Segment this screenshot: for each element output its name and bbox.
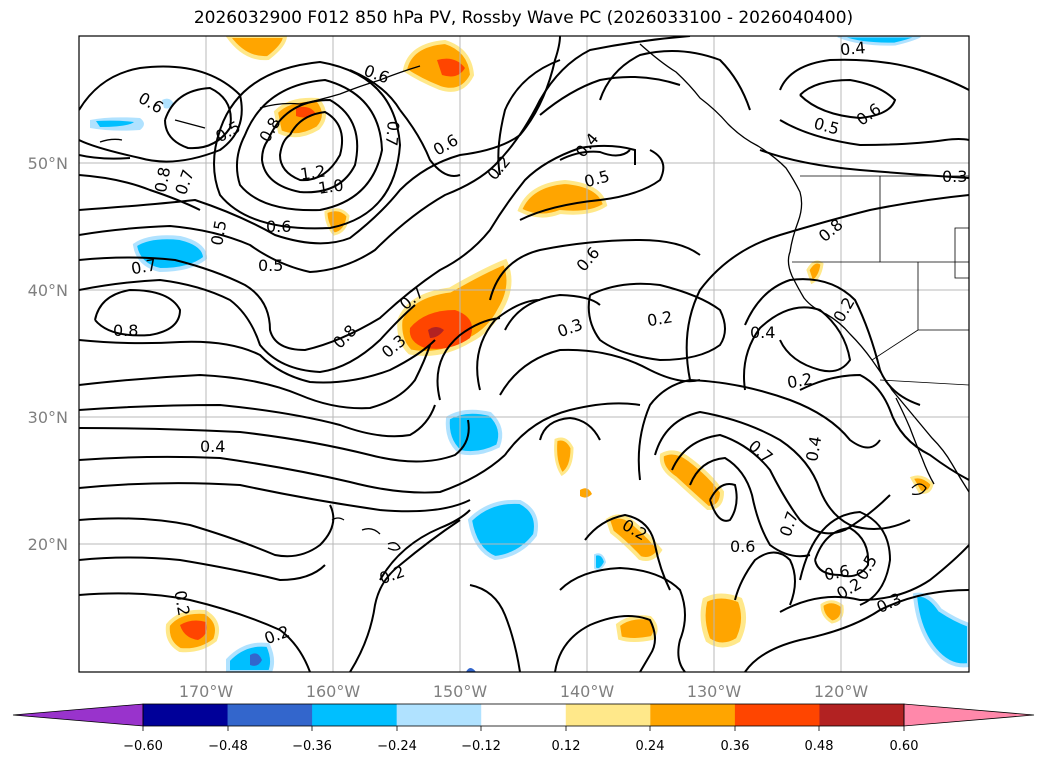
contour-label: 0.4	[839, 38, 866, 59]
lat-label: 40°N	[28, 281, 68, 300]
lon-label: 150°W	[433, 682, 488, 701]
colorbar-tick-labels: −0.60 −0.48 −0.36 −0.24 −0.12 0.12 0.24 …	[123, 739, 918, 754]
coastlines	[99, 43, 969, 551]
state-borders	[792, 175, 969, 386]
map-area: 0.6 0.5 0.8 0.6 0.7 0.8 0.7 1.2 1.0 0.6 …	[79, 36, 969, 672]
contour-label: 0.8	[151, 166, 174, 194]
colorbar-tick-label: 0.60	[890, 739, 919, 754]
contour-label: 0.5	[258, 256, 283, 275]
colorbar-tick-label: −0.36	[292, 739, 332, 754]
lon-label: 160°W	[306, 682, 361, 701]
colorbar-segment	[396, 704, 482, 726]
colorbar-segment	[481, 704, 567, 726]
colorbar-segment	[565, 704, 651, 726]
colorbar-segment	[312, 704, 398, 726]
colorbar-segment	[650, 704, 736, 726]
colorbar-tick-label: 0.12	[552, 739, 581, 754]
contour-label: 1.2	[299, 161, 327, 183]
colorbar-tick-label: −0.60	[123, 739, 163, 754]
colorbar-segment	[143, 704, 229, 726]
lat-label: 30°N	[28, 408, 68, 427]
contour-label: 0.4	[802, 435, 825, 463]
graticule	[79, 36, 969, 672]
colorbar-segments	[13, 704, 1034, 726]
contour-label: 0.2	[170, 589, 193, 617]
colorbar-frame	[142, 703, 905, 727]
colorbar-tick-label: −0.24	[377, 739, 417, 754]
contour-label: 1.0	[317, 175, 345, 197]
colorbar-segment	[819, 704, 905, 726]
colorbar-segment	[734, 704, 820, 726]
colorbar-extension-max	[904, 704, 1034, 726]
lon-label: 140°W	[560, 682, 615, 701]
contour-label: 0.7	[382, 120, 403, 147]
colorbar-tick-label: −0.12	[461, 739, 501, 754]
lat-label: 50°N	[28, 154, 68, 173]
pv-contours	[79, 36, 969, 672]
map-title: 2026032900 F012 850 hPa PV, Rossby Wave …	[193, 8, 854, 28]
contour-label: 0.2	[646, 307, 674, 330]
contour-label: 0.3	[942, 167, 967, 186]
colorbar-ticks	[142, 726, 905, 731]
contour-label: 0.4	[200, 437, 225, 456]
colorbar-tick-label: 0.24	[636, 739, 665, 754]
longitude-labels: 170°W 160°W 150°W 140°W 130°W 120°W	[179, 682, 869, 701]
colorbar-tick-label: 0.36	[721, 739, 750, 754]
contour-label: 0.7	[130, 255, 158, 278]
map-frame	[78, 35, 970, 673]
contour-label: 0.6	[823, 561, 851, 584]
contour-label: 0.2	[786, 369, 814, 392]
latitude-labels: 50°N 40°N 30°N 20°N	[28, 154, 68, 554]
colorbar: −0.60 −0.48 −0.36 −0.24 −0.12 0.12 0.24 …	[12, 703, 1035, 754]
lon-label: 170°W	[179, 682, 234, 701]
colorbar-extension-min	[13, 704, 143, 726]
contour-label: 0.4	[750, 323, 775, 342]
contour-label: 0.8	[113, 321, 138, 340]
lon-label: 130°W	[687, 682, 742, 701]
contour-label: 0.5	[207, 219, 230, 247]
colorbar-tick-label: −0.48	[208, 739, 248, 754]
colorbar-tick-label: 0.48	[805, 739, 834, 754]
positive-anomaly-fills	[165, 36, 934, 653]
lat-label: 20°N	[28, 535, 68, 554]
lon-label: 120°W	[814, 682, 869, 701]
contour-label: 0.6	[266, 217, 291, 236]
contour-label: 0.6	[730, 537, 755, 556]
colorbar-segment	[227, 704, 313, 726]
